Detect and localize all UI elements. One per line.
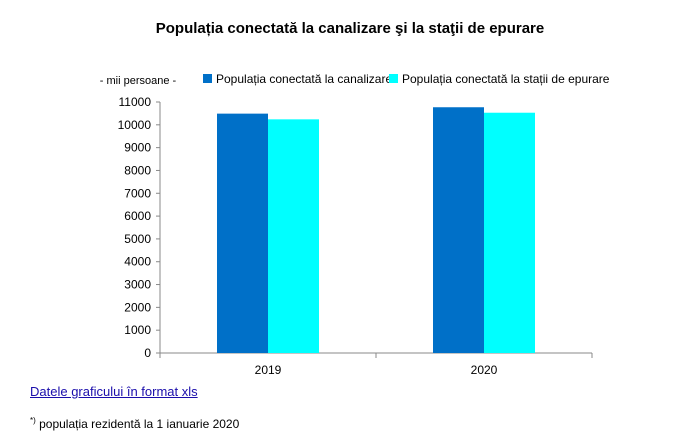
x-tick-label: 2019 <box>255 363 282 377</box>
y-tick-label: 7000 <box>124 186 151 200</box>
y-tick-label: 10000 <box>118 118 152 132</box>
bar-2020-2 <box>484 112 535 353</box>
footnote: *) populația rezidentă la 1 ianuarie 202… <box>30 416 239 431</box>
legend-swatch <box>203 74 212 83</box>
x-tick-label: 2020 <box>471 363 498 377</box>
y-tick-label: 2000 <box>124 300 151 314</box>
y-tick-label: 5000 <box>124 232 151 246</box>
bar-2019-1 <box>217 113 268 354</box>
footnote-text: populația rezidentă la 1 ianuarie 2020 <box>35 417 240 431</box>
y-tick-label: 4000 <box>124 255 151 269</box>
y-axis-label: - mii persoane - <box>100 75 177 87</box>
y-tick-label: 9000 <box>124 141 151 155</box>
footnote-mark: *) <box>30 416 36 425</box>
bar-2020-1 <box>433 107 484 353</box>
y-tick-label: 3000 <box>124 278 151 292</box>
y-tick-label: 8000 <box>124 163 151 177</box>
legend-label: Populația conectată la canalizare <box>216 72 392 86</box>
legend-swatch <box>389 74 398 83</box>
bar-2019-2 <box>268 119 319 353</box>
y-tick-label: 1000 <box>124 323 151 337</box>
y-tick-label: 0 <box>144 346 151 360</box>
y-tick-label: 6000 <box>124 209 151 223</box>
legend-label: Populația conectată la stații de epurare <box>402 72 610 86</box>
y-tick-label: 11000 <box>119 95 152 109</box>
bar-chart: - mii persoane - 0 1000 2000 3000 4000 5000 600… <box>100 72 610 377</box>
xls-data-link[interactable]: Datele graficului în format xls <box>30 384 198 399</box>
chart-title: Populația conectată la canalizare şi la … <box>155 20 545 37</box>
